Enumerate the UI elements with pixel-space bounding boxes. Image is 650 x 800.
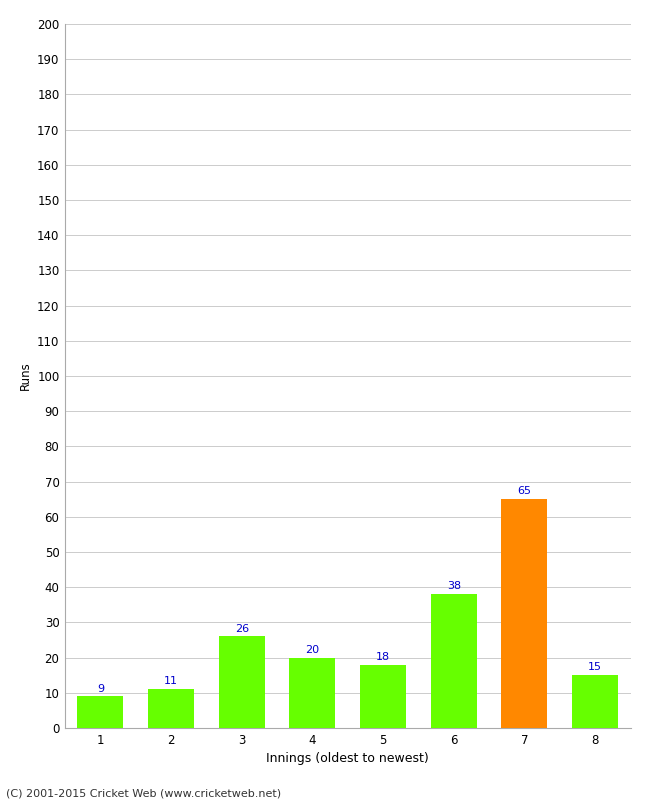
Bar [289,658,335,728]
Text: 15: 15 [588,662,602,672]
Bar [572,675,618,728]
Text: 38: 38 [447,582,461,591]
Y-axis label: Runs: Runs [18,362,31,390]
Text: 26: 26 [235,624,249,634]
Text: (C) 2001-2015 Cricket Web (www.cricketweb.net): (C) 2001-2015 Cricket Web (www.cricketwe… [6,788,281,798]
Text: 11: 11 [164,677,178,686]
Bar [219,637,265,728]
Bar [502,499,547,728]
Text: 20: 20 [306,645,319,654]
X-axis label: Innings (oldest to newest): Innings (oldest to newest) [266,752,429,765]
Bar [431,594,476,728]
Text: 65: 65 [517,486,532,496]
Bar [148,690,194,728]
Bar [360,665,406,728]
Bar [77,696,124,728]
Text: 18: 18 [376,652,390,662]
Text: 9: 9 [97,683,104,694]
